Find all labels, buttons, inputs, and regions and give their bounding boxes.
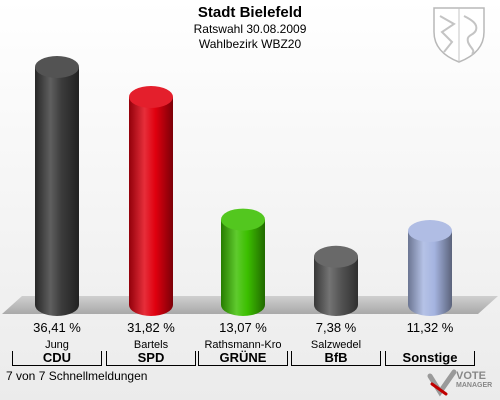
bar-top-cdu [35, 56, 79, 78]
party-label-sonstige: Sonstige [402, 350, 458, 365]
bar-top-sonstige [408, 220, 452, 243]
logo-word-vote: VOTE [456, 370, 486, 382]
coat-of-arms-icon [433, 7, 485, 63]
party-label-spd: SPD [137, 350, 165, 365]
bar-top-grüne [221, 208, 265, 231]
party-label-bfb: BfB [324, 350, 348, 365]
party-label-grüne: GRÜNE [219, 350, 267, 365]
party-label-cdu: CDU [42, 350, 72, 365]
value-label-sonstige: 11,32 % [406, 320, 454, 335]
category-bracket [12, 351, 102, 366]
category-bracket [106, 351, 196, 366]
bar-cdu [35, 67, 79, 316]
vote-manager-logo-icon [427, 369, 456, 397]
category-bracket [198, 351, 288, 366]
bar-sonstige [408, 231, 452, 316]
chart-title: Stadt Bielefeld [197, 4, 303, 21]
value-label-bfb: 7,38 % [315, 320, 357, 335]
candidate-label-cdu: Jung [45, 339, 69, 351]
bar-grüne [221, 219, 265, 316]
bar-top-spd [129, 86, 173, 109]
bar-top-bfb [314, 245, 358, 268]
district-subtitle: Wahlbezirk WBZ20 [198, 37, 302, 51]
candidate-label-grüne: Rathsmann-Kro [204, 339, 282, 351]
category-bracket [385, 351, 475, 366]
vote-manager-logo-text: VOTE MANAGER [456, 370, 493, 390]
category-bracket [291, 351, 381, 366]
report-status: 7 von 7 Schnellmeldungen [6, 369, 148, 383]
bar-bfb [314, 256, 358, 316]
value-label-cdu: 36,41 % [33, 320, 81, 335]
candidate-label-spd: Bartels [133, 339, 169, 351]
value-label-spd: 31,82 % [127, 320, 175, 335]
value-label-grüne: 13,07 % [219, 320, 267, 335]
bar-spd [129, 97, 173, 316]
election-subtitle: Ratswahl 30.08.2009 [193, 22, 307, 36]
logo-word-manager: MANAGER [456, 382, 493, 389]
candidate-label-bfb: Salzwedel [310, 339, 362, 351]
